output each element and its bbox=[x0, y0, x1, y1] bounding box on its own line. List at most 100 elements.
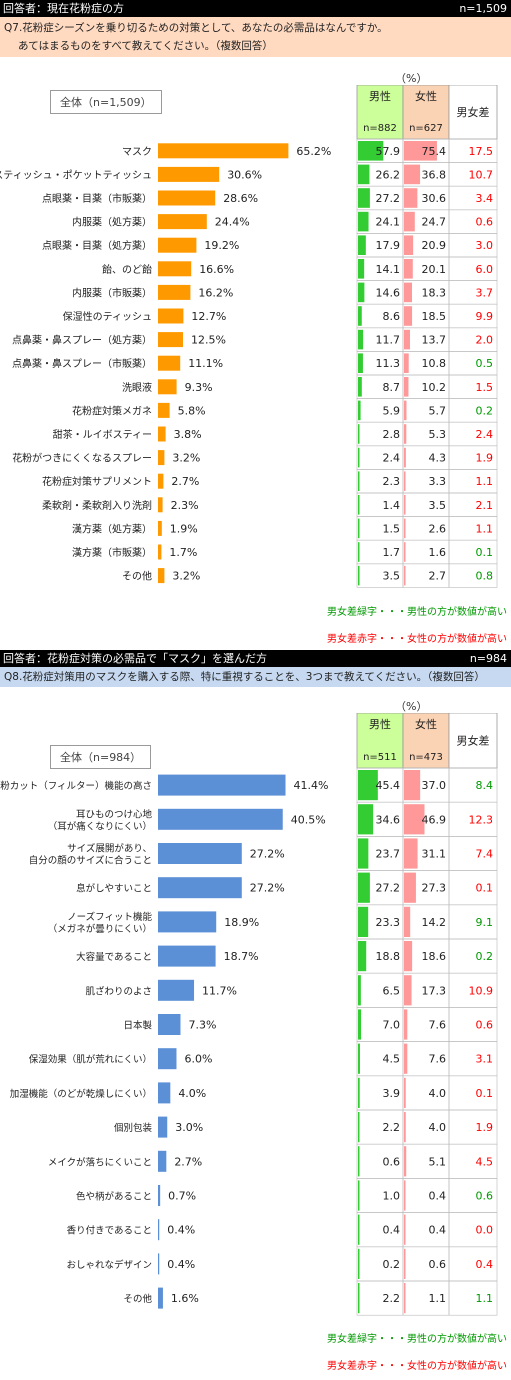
overall-bar bbox=[158, 426, 166, 442]
overall-value-label: 18.9% bbox=[224, 916, 259, 929]
diff-value: 0.2 bbox=[476, 404, 494, 417]
diff-value: 0.6 bbox=[476, 1019, 494, 1032]
male-bar bbox=[358, 906, 369, 937]
category-label: メイクが落ちにくいこと bbox=[48, 1156, 152, 1168]
diff-value: 0.6 bbox=[476, 1190, 494, 1203]
category-label: 色や柄があること bbox=[76, 1191, 152, 1203]
female-value: 18.5 bbox=[422, 310, 447, 323]
female-bar bbox=[404, 1283, 406, 1314]
category-label: 花粉症対策メガネ bbox=[72, 404, 152, 417]
diff-value: 10.7 bbox=[469, 168, 494, 181]
overall-value-label: 0.4% bbox=[167, 1224, 195, 1237]
female-bar bbox=[404, 211, 415, 232]
male-bar bbox=[358, 447, 360, 468]
male-value: 2.2 bbox=[383, 1292, 401, 1305]
diff-value: 10.9 bbox=[469, 984, 494, 997]
diff-value: 1.1 bbox=[476, 475, 494, 488]
female-value: 0.4 bbox=[429, 1190, 447, 1203]
female-value: 18.6 bbox=[422, 950, 447, 963]
overall-bar bbox=[158, 379, 177, 395]
table-cell bbox=[448, 1280, 498, 1316]
male-bar bbox=[358, 542, 360, 562]
female-header-label: 女性 bbox=[415, 717, 437, 731]
male-value: 23.3 bbox=[376, 916, 401, 929]
overall-value-label: 4.0% bbox=[178, 1087, 206, 1100]
overall-bar bbox=[158, 1287, 163, 1309]
diff-value: 0.2 bbox=[476, 950, 494, 963]
table-cell bbox=[448, 563, 498, 588]
male-bar bbox=[358, 188, 370, 208]
overall-value-label: 19.2% bbox=[204, 239, 239, 252]
female-value: 24.7 bbox=[422, 216, 447, 229]
female-bar bbox=[404, 353, 409, 373]
overall-bar bbox=[158, 214, 207, 230]
female-bar bbox=[404, 495, 406, 515]
male-bar bbox=[358, 770, 378, 801]
female-bar bbox=[404, 941, 413, 972]
male-bar bbox=[358, 329, 364, 350]
female-header-label: 女性 bbox=[415, 89, 437, 103]
category-label: ボックスティッシュ・ポケットティッシュ bbox=[0, 169, 152, 181]
overall-value-label: 65.2% bbox=[296, 145, 331, 158]
male-bar bbox=[358, 377, 362, 397]
female-value: 2.6 bbox=[429, 522, 447, 535]
male-bar bbox=[358, 353, 363, 373]
male-bar bbox=[358, 400, 361, 421]
male-value: 6.5 bbox=[383, 984, 401, 997]
overall-value-label: 24.4% bbox=[215, 216, 250, 229]
female-value: 4.0 bbox=[429, 1087, 447, 1100]
overall-bar bbox=[158, 143, 289, 159]
overall-bar bbox=[158, 843, 242, 864]
overall-value-label: 3.2% bbox=[172, 452, 200, 465]
female-bar bbox=[404, 1146, 407, 1177]
category-label: 内服薬（市販薬） bbox=[72, 286, 152, 299]
male-header-n: n=882 bbox=[363, 123, 397, 134]
male-value: 14.6 bbox=[376, 286, 401, 299]
female-bar bbox=[404, 447, 406, 468]
male-bar bbox=[358, 471, 360, 491]
diff-header-cell bbox=[448, 713, 498, 769]
diff-value: 17.5 bbox=[469, 145, 494, 158]
male-bar bbox=[358, 306, 362, 326]
male-value: 11.3 bbox=[376, 357, 401, 370]
q8-header-bar: 回答者：花粉症対策の必需品で「マスク」を選んだ方 n=984 bbox=[0, 650, 511, 667]
male-value: 26.2 bbox=[376, 168, 401, 181]
diff-value: 0.4 bbox=[476, 1258, 494, 1271]
female-value: 4.3 bbox=[429, 452, 447, 465]
category-label: 洗眼液 bbox=[122, 381, 152, 394]
overall-value-label: 1.9% bbox=[170, 522, 198, 535]
overall-value-label: 2.7% bbox=[174, 1155, 202, 1168]
overall-value-label: 12.5% bbox=[191, 334, 226, 347]
male-bar bbox=[358, 1283, 360, 1314]
male-value: 14.1 bbox=[376, 263, 401, 276]
diff-value: 9.1 bbox=[476, 916, 494, 929]
female-bar bbox=[404, 1077, 406, 1108]
female-bar bbox=[404, 804, 425, 835]
overall-value-label: 1.7% bbox=[169, 546, 197, 559]
overall-value-label: 5.8% bbox=[178, 404, 206, 417]
female-value: 3.5 bbox=[429, 499, 447, 512]
female-bar bbox=[404, 188, 418, 208]
category-label: おしゃれなデザイン bbox=[66, 1259, 152, 1271]
male-bar bbox=[358, 941, 367, 972]
q8-question-banner: Q8.花粉症対策用のマスクを購入する際、特に重視することを、3つまで教えてくださ… bbox=[0, 667, 511, 687]
diff-value: 12.3 bbox=[469, 813, 494, 826]
male-value: 45.4 bbox=[376, 779, 401, 792]
diff-value: 2.4 bbox=[476, 428, 494, 441]
female-value: 27.3 bbox=[422, 882, 447, 895]
overall-bar bbox=[158, 568, 165, 584]
diff-value: 2.0 bbox=[476, 334, 494, 347]
male-header-cell bbox=[356, 85, 404, 140]
category-label: 日本製 bbox=[123, 1020, 152, 1032]
male-header-n: n=511 bbox=[363, 752, 397, 763]
category-label: 大容量であること bbox=[76, 951, 152, 963]
category-label: 内服薬（処方薬） bbox=[72, 216, 152, 229]
overall-bar bbox=[158, 1082, 171, 1104]
female-value: 7.6 bbox=[429, 1019, 447, 1032]
male-bar bbox=[358, 872, 370, 903]
overall-bar bbox=[158, 1219, 160, 1241]
category-label: マスク bbox=[122, 146, 152, 158]
q7-header-respondents: 回答者：現在花粉症の方 bbox=[3, 2, 124, 15]
female-bar bbox=[404, 1009, 408, 1040]
diff-value: 1.1 bbox=[476, 1292, 494, 1305]
